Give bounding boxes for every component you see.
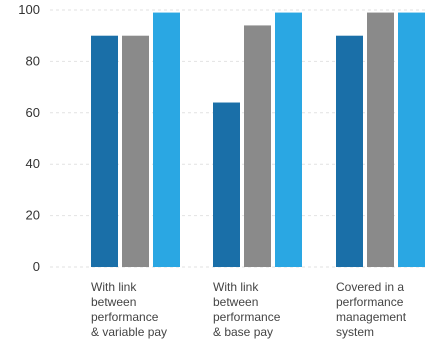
x-category-label-line: performance xyxy=(91,310,159,324)
bar xyxy=(336,35,363,268)
x-category-label-line: performance xyxy=(213,310,281,324)
x-axis-category-labels: With link between performance & variable pa… xyxy=(91,280,407,339)
x-category-label: Covered in a performance management system xyxy=(336,280,407,339)
x-category-label-line: between xyxy=(91,295,136,309)
x-category-label-line: With link xyxy=(91,280,137,294)
y-tick-label: 80 xyxy=(26,53,40,68)
y-tick-label: 0 xyxy=(33,259,40,274)
x-category-label-line: Covered in a xyxy=(336,280,404,294)
x-category-label: With link between performance & base pay xyxy=(213,280,281,339)
bar xyxy=(275,12,302,267)
y-axis-ticks: 0 20 40 60 80 100 xyxy=(18,2,40,274)
x-category-label-line: system xyxy=(336,325,374,339)
y-tick-label: 100 xyxy=(18,2,40,17)
x-category-label: With link between performance & variable pa… xyxy=(91,280,167,339)
bar xyxy=(122,35,149,268)
x-category-label-line: performance xyxy=(336,295,404,309)
bar xyxy=(244,25,271,268)
x-category-label-line: & variable pay xyxy=(91,325,167,339)
bar xyxy=(91,35,118,268)
x-category-label-line: With link xyxy=(213,280,259,294)
bars xyxy=(91,12,425,268)
x-category-label-line: & base pay xyxy=(213,325,273,339)
bar xyxy=(153,12,180,267)
bar xyxy=(213,102,240,268)
bar xyxy=(398,12,425,267)
y-tick-label: 40 xyxy=(26,156,40,171)
y-tick-label: 60 xyxy=(26,105,40,120)
y-tick-label: 20 xyxy=(26,208,40,223)
x-category-label-line: between xyxy=(213,295,258,309)
x-category-label-line: management xyxy=(336,310,407,324)
bar xyxy=(367,12,394,267)
